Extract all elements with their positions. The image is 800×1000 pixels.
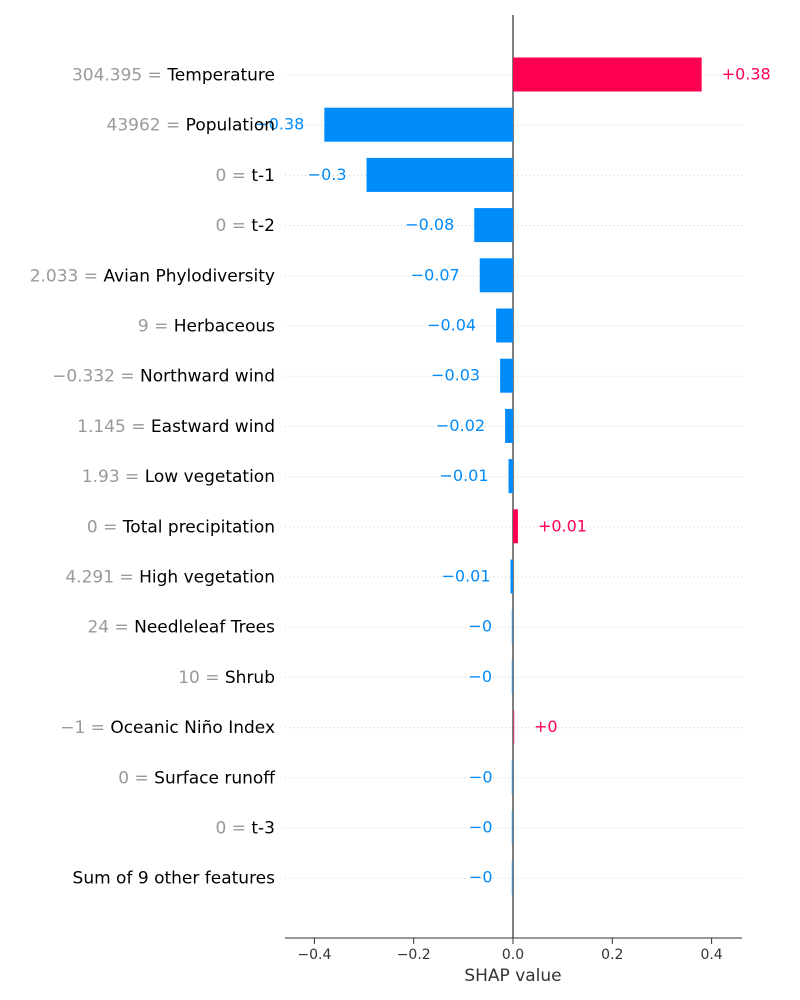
feature-label: 1.145 = Eastward wind [77,417,275,437]
shap-bar [500,358,513,393]
shap-value-label: −0 [469,818,493,837]
feature-name: Northward wind [140,367,275,387]
shap-value-label: −0.04 [427,316,476,335]
shap-value-label: −0 [469,868,493,887]
feature-label: 0 = Total precipitation [87,517,275,537]
shap-value-label: −0.07 [411,265,460,284]
shap-bar [511,860,513,895]
x-tick-label: 0.2 [601,947,623,963]
feature-name: t-3 [251,819,275,839]
shap-bar [508,459,513,494]
feature-name: Total precipitation [122,517,275,537]
x-tick-label: 0.0 [502,947,524,963]
shap-value-label: −0.03 [431,366,480,385]
shap-value-label: −0 [468,667,492,686]
feature-name: Temperature [166,66,275,86]
bars: +0.38 −0.38 −0.3 −0.08 −0.07 −0.04 −0.03 −0.02 −… [255,57,771,895]
shap-bar [511,760,513,795]
shap-value-label: +0 [534,717,558,736]
feature-name: Low vegetation [145,467,275,487]
x-axis-title: SHAP value [464,966,561,986]
feature-value: −0.332 = [52,367,140,387]
feature-value: 1.145 = [77,417,151,437]
feature-label: 43962 = Population [107,116,275,136]
feature-label: 9 = Herbaceous [138,317,275,337]
feature-name: Eastward wind [151,417,275,437]
feature-name: Avian Phylodiversity [103,266,275,286]
shap-bar [505,408,513,443]
feature-label: −0.332 = Northward wind [52,367,275,387]
shap-value-label: +0.01 [538,516,587,535]
shap-value-label: −0.01 [441,567,490,586]
shap-value-label: −0 [469,767,493,786]
feature-name: t-1 [251,166,275,186]
feature-label: 0 = t-3 [216,819,276,839]
shap-value-label: −0.3 [308,165,347,184]
feature-label: 4.291 = High vegetation [65,568,275,588]
feature-name: Population [186,116,275,136]
shap-bar [479,258,513,293]
feature-name: High vegetation [139,568,275,588]
x-tick-label: −0.2 [397,947,431,963]
x-axis: −0.4 −0.2 0.0 0.2 0.4 [285,937,742,963]
shap-bar [513,57,702,92]
feature-label: Sum of 9 other features [73,869,276,889]
feature-value: 24 = [87,618,134,638]
feature-name: Shrub [225,668,275,688]
feature-value: 2.033 = [30,266,104,286]
shap-bar [496,308,513,343]
feature-label: 0 = t-2 [216,216,276,236]
feature-value: 0 = [216,819,252,839]
shap-bar [513,710,515,745]
shap-bar [324,107,513,142]
shap-value-label: −0.08 [405,215,454,234]
feature-label: 0 = t-1 [216,166,276,186]
feature-label: 10 = Shrub [178,668,275,688]
feature-name: Surface runoff [154,768,276,788]
feature-label: 2.033 = Avian Phylodiversity [30,266,275,286]
feature-name: t-2 [251,216,275,236]
feature-value: 304.395 = [72,66,167,86]
shap-bar [510,559,513,594]
shap-bar [511,609,513,644]
feature-label: 1.93 = Low vegetation [82,467,275,487]
shap-bar [366,157,513,192]
feature-value: −1 = [60,718,110,738]
shap-value-label: −0.02 [436,416,485,435]
shap-value-label: −0.01 [440,466,489,485]
feature-value: 0 = [216,166,252,186]
feature-label: 24 = Needleleaf Trees [87,618,275,638]
shap-bar [474,208,513,243]
feature-name: Needleleaf Trees [134,618,275,638]
x-tick-label: 0.4 [700,947,722,963]
feature-name: Herbaceous [174,317,275,337]
x-tick-label: −0.4 [297,947,331,963]
feature-value: 0 = [87,517,123,537]
row-labels: 304.395 = Temperature 43962 = Population 0… [30,66,277,889]
shap-bar [511,810,513,845]
feature-name: Oceanic Niño Index [110,718,275,738]
feature-label: 304.395 = Temperature [72,66,275,86]
feature-value: 43962 = [107,116,186,136]
feature-value: 10 = [178,668,225,688]
feature-name: Sum of 9 other features [73,869,276,889]
feature-value: 1.93 = [82,467,145,487]
feature-label: −1 = Oceanic Niño Index [60,718,275,738]
shap-value-label: +0.38 [722,65,771,84]
feature-value: 9 = [138,317,174,337]
shap-bar [511,659,513,694]
shap-value-label: −0.38 [255,115,304,134]
feature-value: 0 = [216,216,252,236]
feature-value: 4.291 = [65,568,139,588]
feature-value: 0 = [118,768,154,788]
feature-label: 0 = Surface runoff [118,768,276,788]
shap-value-label: −0 [468,617,492,636]
shap-bar [513,509,518,544]
